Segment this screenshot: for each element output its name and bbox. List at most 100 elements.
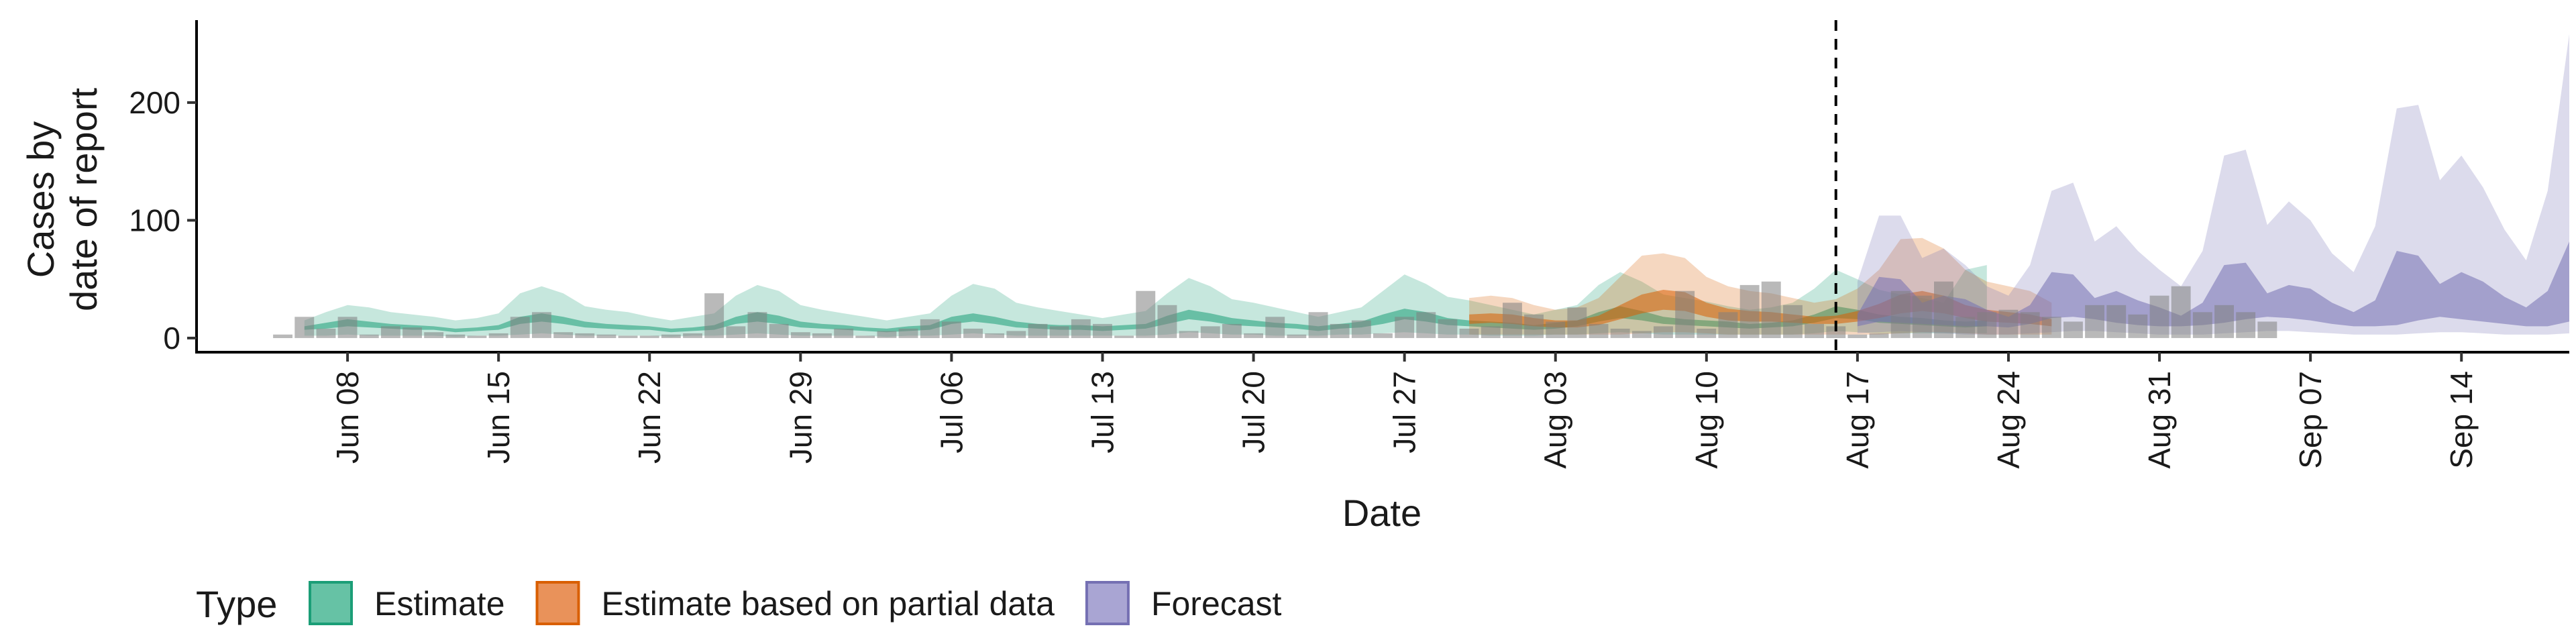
observed-bar <box>1200 326 1220 338</box>
observed-bar <box>683 333 702 338</box>
observed-bar <box>2106 305 2127 338</box>
x-tick-label: Jul 06 <box>934 371 969 453</box>
x-tick-label: Jul 27 <box>1387 371 1422 453</box>
x-tick-label: Sep 14 <box>2444 371 2479 469</box>
legend-label: Estimate <box>374 585 505 623</box>
observed-bar <box>1761 281 1781 338</box>
observed-bar <box>790 332 810 338</box>
x-axis-title: Date <box>1342 492 1421 534</box>
x-tick-label: Jun 22 <box>632 371 667 464</box>
observed-bar <box>941 321 961 338</box>
observed-bar <box>747 312 767 338</box>
y-tick-label: 200 <box>129 85 180 120</box>
x-tick-label: Jun 08 <box>330 371 365 464</box>
observed-bar <box>510 317 530 338</box>
observed-bar <box>2020 312 2040 338</box>
observed-bar <box>337 317 358 338</box>
observed-bar <box>2063 321 2083 338</box>
legend: Type Estimate Estimate based on partial da… <box>196 581 1282 625</box>
legend-label: Forecast <box>1151 585 1282 623</box>
y-axis-title-line: Cases by <box>19 121 62 278</box>
x-tick-label: Jul 13 <box>1085 371 1120 453</box>
observed-bar <box>1373 333 1393 338</box>
observed-bar <box>1459 328 1479 338</box>
observed-bar <box>1718 312 1738 338</box>
observed-bar <box>316 328 336 338</box>
observed-bar <box>532 312 551 338</box>
observed-bar <box>1654 326 1673 338</box>
x-tick-label: Aug 17 <box>1840 371 1875 469</box>
observed-bar <box>661 334 681 338</box>
observed-bar <box>1351 320 1371 338</box>
observed-bar <box>1265 317 1285 338</box>
observed-bar <box>1049 326 1069 338</box>
observed-bar <box>704 293 724 338</box>
observed-bar <box>1805 323 1824 338</box>
observed-bar <box>1524 314 1544 338</box>
y-tick-label: 100 <box>129 203 180 237</box>
observed-bar <box>898 328 918 338</box>
forecast-90-band <box>1857 34 2569 335</box>
legend-label: Estimate based on partial data <box>602 585 1055 623</box>
observed-bar <box>1697 328 1717 338</box>
observed-bar <box>1287 334 1307 338</box>
y-axis-ticks: 0 100 200 <box>129 85 197 356</box>
observed-bars <box>273 281 2277 338</box>
observed-bar <box>2214 305 2234 338</box>
y-axis-title-line: date of report <box>62 88 105 312</box>
legend-key <box>309 581 353 625</box>
observed-bar <box>1998 309 2019 338</box>
observed-bar <box>596 334 616 338</box>
observed-bar <box>1244 333 1263 338</box>
observed-bar <box>2192 312 2212 338</box>
observed-bar <box>294 317 315 338</box>
observed-bar <box>467 335 487 338</box>
x-axis-ticks: Jun 08 Jun 15 Jun 22 Jun 29 Jul 06 Jul 13 Jul … <box>330 352 2479 469</box>
observed-bar <box>273 334 292 338</box>
y-tick-label: 0 <box>163 321 180 356</box>
x-tick-label: Aug 24 <box>1991 371 2026 469</box>
x-tick-label: Jul 20 <box>1236 371 1271 453</box>
observed-bar <box>1847 334 1868 338</box>
forecast-50-band <box>1857 241 2569 328</box>
legend-title: Type <box>196 583 277 625</box>
observed-bar <box>575 333 595 338</box>
x-tick-label: Jun 29 <box>783 371 818 464</box>
axes <box>195 20 2569 354</box>
plot-areas <box>304 34 2569 337</box>
observed-bar <box>2236 312 2256 338</box>
observed-bar <box>1977 312 1997 338</box>
observed-bar <box>1028 323 1048 338</box>
observed-bar <box>1157 305 1177 338</box>
observed-bar <box>963 328 983 338</box>
observed-bar <box>445 334 466 338</box>
observed-bar <box>1783 305 1803 338</box>
observed-bar <box>1114 335 1134 338</box>
legend-key <box>535 581 580 625</box>
observed-bar <box>1675 290 1695 338</box>
observed-bar <box>424 332 444 338</box>
observed-bar <box>1438 319 1458 338</box>
observed-bar <box>1503 303 1522 338</box>
observed-bar <box>1222 323 1242 338</box>
observed-bar <box>1179 331 1199 338</box>
y-axis-title-text: Cases bydate of report <box>19 88 105 312</box>
observed-bar <box>1610 328 1630 338</box>
observed-bar <box>1481 326 1501 338</box>
observed-bar <box>812 333 832 338</box>
observed-bar <box>834 328 854 338</box>
observed-bar <box>985 333 1005 338</box>
observed-bar <box>1006 331 1026 338</box>
observed-bar <box>1567 307 1587 338</box>
observed-bar <box>855 335 875 338</box>
observed-bar <box>2149 295 2169 338</box>
observed-bar <box>1308 312 1328 338</box>
observed-bar <box>402 327 422 338</box>
estimate-90-band <box>304 265 1987 337</box>
observed-bar <box>1395 317 1415 338</box>
observed-bar <box>1934 281 1953 338</box>
observed-bar <box>1589 323 1609 338</box>
observed-bar <box>1546 321 1566 338</box>
x-tick-label: Jun 15 <box>481 371 516 464</box>
x-tick-label: Aug 03 <box>1538 371 1573 469</box>
